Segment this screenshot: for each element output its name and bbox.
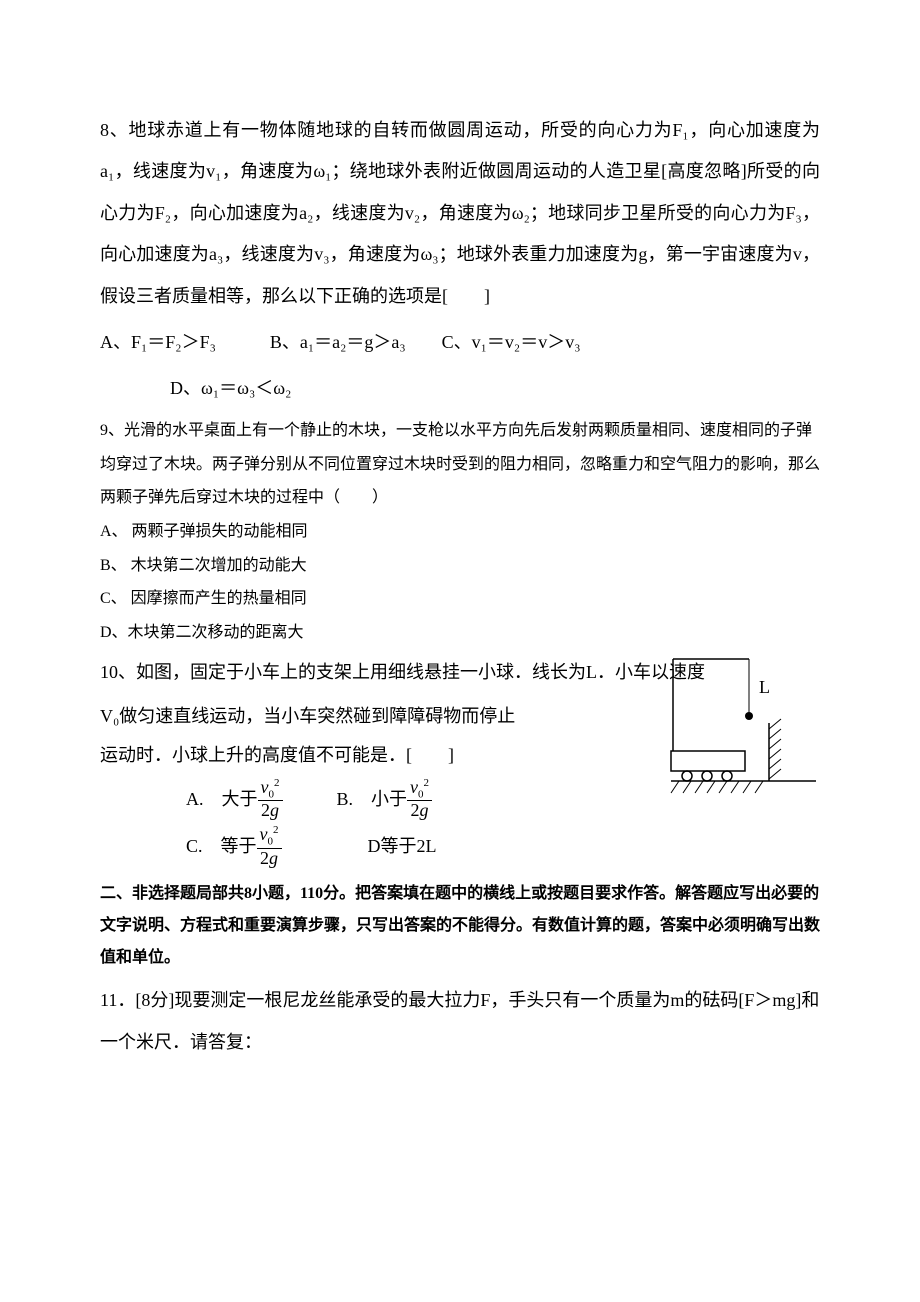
- q10-optC: C. 等于v022g: [186, 823, 282, 870]
- q9-optA: A、 两颗子弹损失的动能相同: [100, 515, 820, 549]
- q10-body-line2: V₀做匀速直线运动，当小车突然碰到障障碍物而停止运动时．小球上升的高度值不可能是…: [100, 697, 530, 776]
- q9-optB: B、 木块第二次增加的动能大: [100, 549, 820, 583]
- q10-options: A. 大于v022g B. 小于v022g C. 等于v022g D等于2L: [100, 776, 570, 870]
- q10-L-label: L: [759, 677, 770, 697]
- q10-optA: A. 大于v022g: [186, 776, 283, 823]
- q9-optD: D、木块第二次移动的距离大: [100, 616, 820, 650]
- q8-body: 8、地球赤道上有一物体随地球的自转而做圆周运动，所受的向心力为F₁，向心加速度为…: [100, 110, 820, 317]
- q10-optD: D等于2L: [368, 823, 437, 870]
- q11-body: 11．[8分]现要测定一根尼龙丝能承受的最大拉力F，手头只有一个质量为m的砝码[…: [100, 980, 820, 1063]
- q9-body: 9、光滑的水平桌面上有一个静止的木块，一支枪以水平方向先后发射两颗质量相同、速度…: [100, 414, 820, 515]
- q10-figure: L: [611, 653, 816, 808]
- q10-optB: B. 小于v022g: [337, 776, 433, 823]
- document-page: 8、地球赤道上有一物体随地球的自转而做圆周运动，所受的向心力为F₁，向心加速度为…: [0, 0, 920, 1302]
- q10-row: V₀做匀速直线运动，当小车突然碰到障障碍物而停止运动时．小球上升的高度值不可能是…: [100, 697, 820, 776]
- q8-options-row2: D、ω₁＝ω₃＜ω₂: [170, 369, 820, 409]
- q9-optC: C、 因摩擦而产生的热量相同: [100, 582, 820, 616]
- section2-title: 二、非选择题局部共8小题，110分。把答案填在题中的横线上或按题目要求作答。解答…: [100, 878, 820, 974]
- q8-options-row1: A、F₁＝F₂＞F₃ B、a₁＝a₂＝g＞a₃ C、v₁＝v₂＝v＞v₃: [100, 323, 820, 363]
